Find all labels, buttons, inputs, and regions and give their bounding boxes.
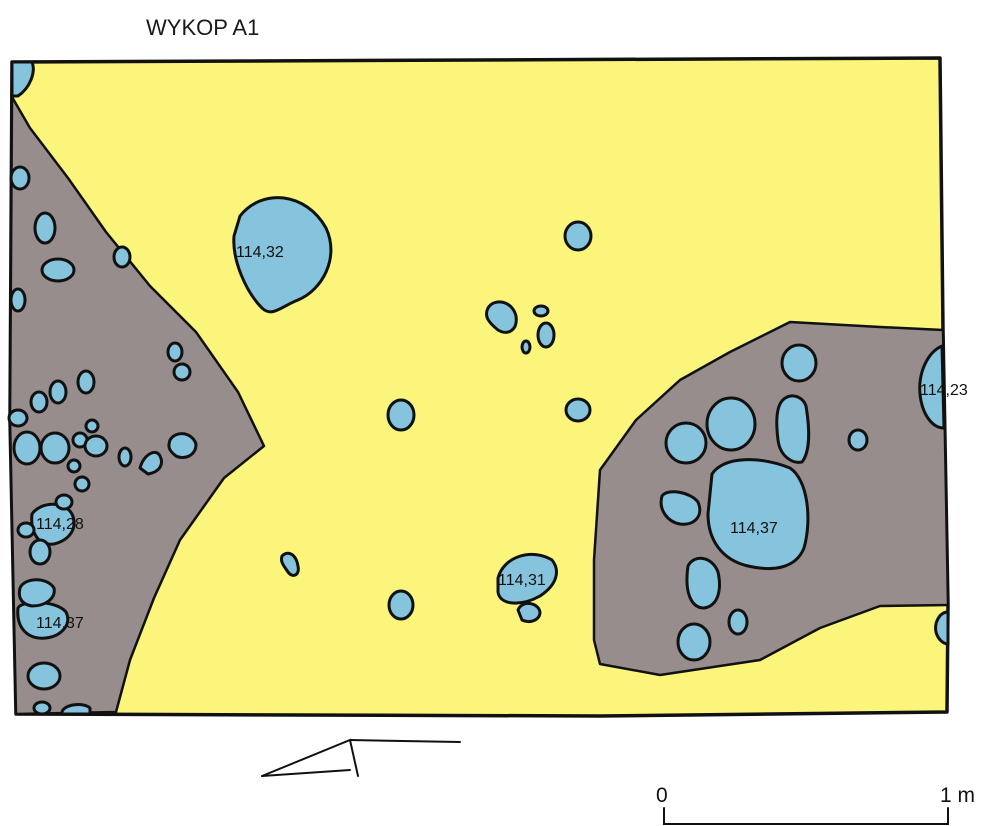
stone xyxy=(520,339,532,355)
stone xyxy=(780,343,818,383)
stone xyxy=(39,431,71,465)
stone xyxy=(83,434,109,458)
stone xyxy=(117,446,133,468)
stone xyxy=(167,432,198,459)
stone-114-28 xyxy=(30,502,76,546)
stone xyxy=(7,408,29,428)
elevation-label: 114,23 xyxy=(920,382,968,399)
stone xyxy=(484,300,518,334)
stone xyxy=(48,379,68,405)
stone xyxy=(12,430,42,466)
stone xyxy=(60,703,92,716)
stone-114-37-right xyxy=(706,458,810,570)
stone xyxy=(685,556,721,610)
trench-title: WYKOP A1 xyxy=(146,15,259,40)
stone xyxy=(727,608,749,636)
stone xyxy=(664,421,708,465)
stone xyxy=(166,341,184,363)
stone xyxy=(705,396,757,452)
stone xyxy=(73,475,91,493)
stone xyxy=(16,521,36,539)
stone xyxy=(17,578,56,608)
stone xyxy=(26,661,62,691)
scale-end-label: 1 m xyxy=(940,784,975,807)
elevation-label: 114,37 xyxy=(730,520,778,537)
stone xyxy=(387,589,415,621)
stone xyxy=(10,60,35,98)
stone-114-32 xyxy=(232,196,333,314)
stone xyxy=(84,418,100,434)
stone xyxy=(536,321,556,349)
stone xyxy=(516,602,542,624)
stone xyxy=(28,538,52,566)
stone xyxy=(33,211,57,245)
elevation-label: 114,28 xyxy=(36,516,84,533)
stone xyxy=(172,362,192,382)
north-arrow-icon xyxy=(261,738,461,777)
stone xyxy=(9,165,31,191)
scale-start-label: 0 xyxy=(656,784,668,807)
stone xyxy=(532,304,550,318)
stone xyxy=(54,493,74,511)
stone xyxy=(847,428,869,452)
elevation-label: 114,37 xyxy=(36,615,84,632)
stone xyxy=(29,390,49,414)
stone xyxy=(659,490,702,526)
scale-bar: 0 1 m xyxy=(656,784,975,825)
stone xyxy=(9,287,27,313)
stone xyxy=(934,610,950,646)
stone xyxy=(386,398,416,432)
elevation-label: 114,31 xyxy=(498,572,546,589)
stone xyxy=(66,458,82,474)
stone xyxy=(676,622,712,662)
stone xyxy=(775,394,811,464)
stone xyxy=(40,257,76,283)
stone-114-31 xyxy=(496,552,558,605)
stone xyxy=(563,220,593,252)
stone xyxy=(564,397,592,423)
stone xyxy=(76,369,96,395)
stone xyxy=(280,551,300,577)
stone xyxy=(138,451,163,476)
elevation-label: 114,32 xyxy=(236,244,284,261)
stone xyxy=(32,700,52,716)
stone xyxy=(112,245,132,269)
stone-114-23 xyxy=(918,344,946,430)
